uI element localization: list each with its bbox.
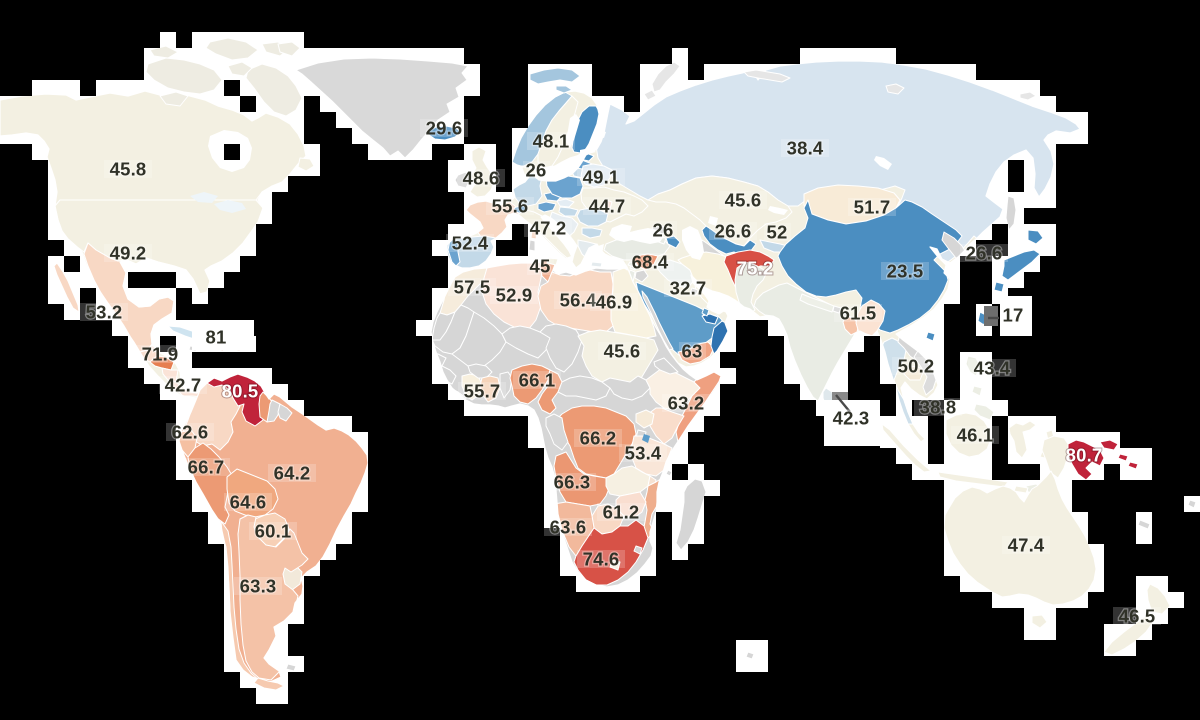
svg-text:52: 52 bbox=[767, 222, 788, 243]
svg-text:64.2: 64.2 bbox=[274, 463, 311, 484]
svg-text:32.7: 32.7 bbox=[670, 278, 707, 299]
svg-text:45.8: 45.8 bbox=[110, 159, 147, 180]
svg-text:62.6: 62.6 bbox=[172, 422, 209, 443]
svg-text:43.4: 43.4 bbox=[974, 358, 1011, 379]
svg-text:55.6: 55.6 bbox=[492, 196, 529, 217]
svg-text:47.4: 47.4 bbox=[1008, 535, 1045, 556]
svg-text:26.6: 26.6 bbox=[966, 243, 1003, 264]
svg-text:63.2: 63.2 bbox=[668, 393, 705, 414]
svg-text:46.5: 46.5 bbox=[1119, 606, 1156, 627]
svg-text:44.7: 44.7 bbox=[589, 196, 626, 217]
svg-text:45.6: 45.6 bbox=[725, 190, 762, 211]
svg-text:38.8: 38.8 bbox=[920, 397, 957, 418]
svg-text:45.6: 45.6 bbox=[604, 341, 641, 362]
svg-text:48.6: 48.6 bbox=[463, 168, 500, 189]
svg-text:47.2: 47.2 bbox=[530, 218, 567, 239]
svg-text:29.6: 29.6 bbox=[426, 118, 463, 139]
svg-text:42.3: 42.3 bbox=[833, 408, 870, 429]
svg-text:53.4: 53.4 bbox=[625, 443, 662, 464]
svg-text:45: 45 bbox=[530, 256, 551, 277]
svg-text:81: 81 bbox=[206, 327, 227, 348]
svg-text:23.5: 23.5 bbox=[887, 261, 924, 282]
svg-text:63.3: 63.3 bbox=[240, 576, 277, 597]
svg-text:49.2: 49.2 bbox=[110, 243, 147, 264]
svg-text:48.1: 48.1 bbox=[533, 131, 570, 152]
svg-text:46.1: 46.1 bbox=[957, 425, 994, 446]
svg-text:66.1: 66.1 bbox=[519, 370, 556, 391]
svg-text:63: 63 bbox=[682, 341, 703, 362]
svg-text:75.2: 75.2 bbox=[737, 258, 774, 279]
svg-text:66.2: 66.2 bbox=[580, 428, 617, 449]
svg-text:66.7: 66.7 bbox=[188, 457, 225, 478]
svg-text:63.6: 63.6 bbox=[550, 517, 587, 538]
svg-text:52.9: 52.9 bbox=[496, 285, 533, 306]
svg-text:53.2: 53.2 bbox=[86, 302, 123, 323]
svg-text:68.4: 68.4 bbox=[632, 252, 669, 273]
svg-text:61.2: 61.2 bbox=[603, 502, 640, 523]
svg-text:26: 26 bbox=[653, 220, 674, 241]
svg-text:60.1: 60.1 bbox=[255, 521, 292, 542]
svg-text:64.6: 64.6 bbox=[230, 492, 267, 513]
svg-text:71.9: 71.9 bbox=[142, 344, 179, 365]
svg-text:61.5: 61.5 bbox=[840, 303, 877, 324]
svg-text:55.7: 55.7 bbox=[464, 381, 501, 402]
svg-text:74.6: 74.6 bbox=[583, 549, 620, 570]
svg-text:66.3: 66.3 bbox=[554, 472, 591, 493]
svg-text:42.7: 42.7 bbox=[165, 375, 202, 396]
svg-text:56.4: 56.4 bbox=[560, 290, 597, 311]
svg-text:26: 26 bbox=[526, 160, 547, 181]
svg-text:38.4: 38.4 bbox=[787, 138, 824, 159]
svg-text:50.2: 50.2 bbox=[898, 356, 935, 377]
svg-text:17: 17 bbox=[1003, 305, 1024, 326]
svg-text:46.9: 46.9 bbox=[596, 292, 633, 313]
svg-text:52.4: 52.4 bbox=[452, 233, 489, 254]
svg-text:51.7: 51.7 bbox=[854, 197, 891, 218]
svg-text:26.6: 26.6 bbox=[715, 221, 752, 242]
svg-text:80.7: 80.7 bbox=[1066, 445, 1103, 466]
svg-text:49.1: 49.1 bbox=[583, 167, 620, 188]
svg-text:57.5: 57.5 bbox=[454, 277, 491, 298]
svg-text:80.5: 80.5 bbox=[222, 381, 259, 402]
